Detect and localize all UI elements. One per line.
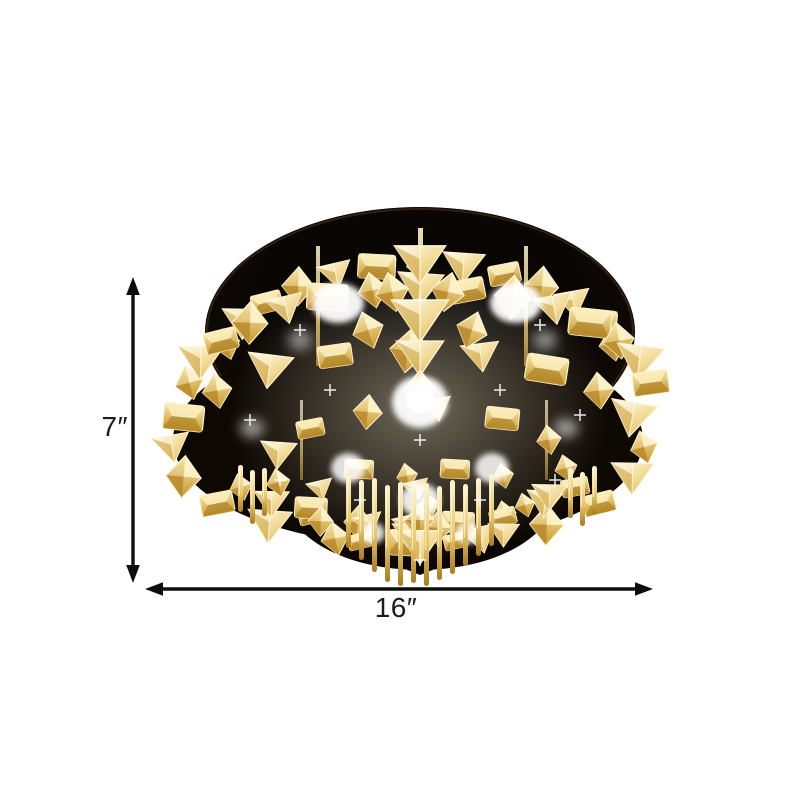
height-dimension-label: 7″ [101,411,128,442]
bulb-orb [490,283,542,323]
width-dimension-label: 16″ [374,592,418,623]
bulb-orb [312,283,364,323]
height-dimension-arrow [126,277,140,583]
arrowhead-down-icon [126,565,140,583]
arrowhead-up-icon [126,277,140,295]
sparkle-glints [244,294,586,566]
width-dimension-arrow [145,582,653,596]
arrowhead-right-icon [635,582,653,596]
bulb-glows [240,283,578,544]
arrowhead-left-icon [145,582,163,596]
